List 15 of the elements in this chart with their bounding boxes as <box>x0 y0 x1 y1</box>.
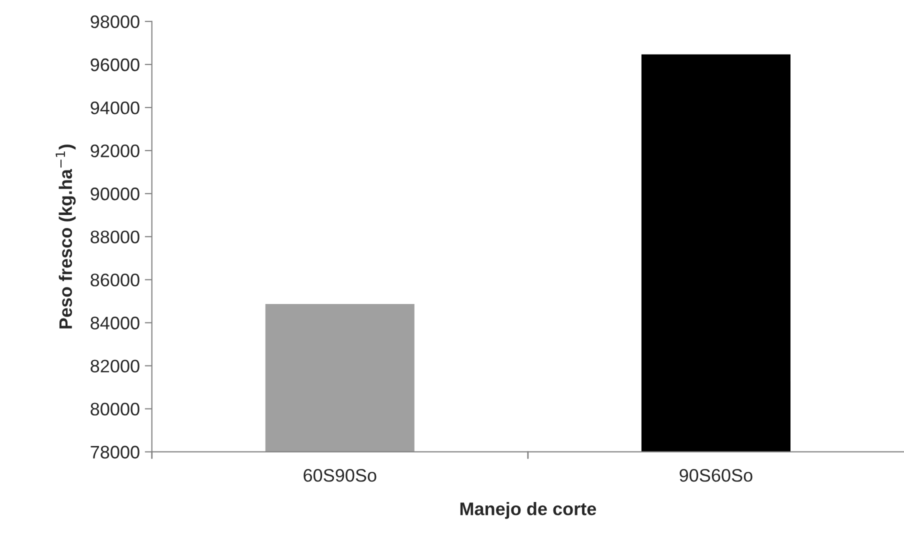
y-tick-label: 96000 <box>90 58 140 72</box>
y-tick-label: 88000 <box>90 230 140 244</box>
y-tick-label: 90000 <box>90 188 140 200</box>
x-tick-label: 60S90So <box>304 468 376 482</box>
x-tick-label: 90S60So <box>680 468 752 482</box>
x-axis-title: Manejo de corte <box>460 502 596 519</box>
y-axis-title: Peso fresco (kg.ha$^{−1}$) <box>56 144 76 328</box>
y-tick-label: 84000 <box>90 316 140 330</box>
y-tick-label: 92000 <box>90 144 140 158</box>
y-tick-label: 94000 <box>90 101 140 114</box>
y-tick-label: 98000 <box>90 15 140 28</box>
y-tick-label: 86000 <box>90 274 140 286</box>
y-tick-label: 80000 <box>90 402 140 416</box>
y-tick-label: 78000 <box>90 446 140 459</box>
y-tick-label: 82000 <box>90 360 140 372</box>
